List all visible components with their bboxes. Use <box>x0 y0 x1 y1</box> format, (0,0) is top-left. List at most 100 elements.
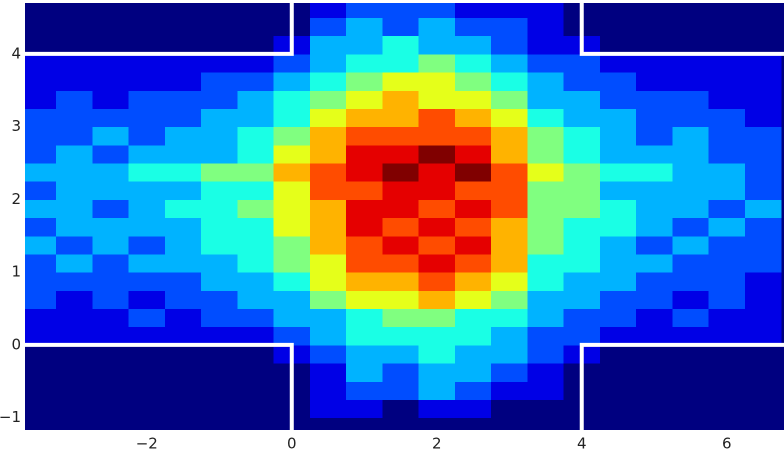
heatmap-cell <box>128 3 166 19</box>
heatmap-cell <box>744 417 782 430</box>
heatmap-cell <box>237 163 275 182</box>
heatmap-cell <box>672 144 710 164</box>
heatmap-cell <box>599 290 637 310</box>
heatmap-cell <box>309 344 347 364</box>
heatmap-cell <box>56 199 93 219</box>
heatmap-cell <box>636 163 673 182</box>
heatmap-cell <box>237 108 275 128</box>
heatmap-cell <box>744 326 782 346</box>
heatmap-cell <box>92 17 130 37</box>
heatmap-cell <box>418 126 456 146</box>
heatmap-cell <box>527 363 565 382</box>
heatmap-cell <box>309 290 347 310</box>
heatmap-cell <box>418 90 456 109</box>
heatmap-cell <box>418 253 456 273</box>
heatmap-cell <box>164 235 202 255</box>
heatmap-cell <box>56 126 93 146</box>
heatmap-cell <box>491 235 528 255</box>
heatmap-cell <box>563 72 601 91</box>
heatmap-cell <box>92 399 130 419</box>
heatmap-cell <box>201 253 238 273</box>
heatmap-cell <box>491 290 528 310</box>
heatmap-cell <box>92 126 130 146</box>
heatmap-cell <box>237 363 275 382</box>
heatmap-cell <box>672 253 710 273</box>
heatmap-cell <box>454 235 492 255</box>
heatmap-cell <box>128 163 166 182</box>
heatmap-cell <box>454 199 492 219</box>
heatmap-cell <box>382 217 420 237</box>
heatmap-cell <box>563 308 601 328</box>
heatmap-cell <box>527 144 565 164</box>
heatmap-cell <box>346 17 383 37</box>
heatmap-cell <box>25 163 57 182</box>
heatmap-cell <box>454 308 492 328</box>
heatmap-cell <box>56 163 93 182</box>
heatmap <box>25 3 782 430</box>
heatmap-cell <box>636 363 673 382</box>
heatmap-cell <box>128 235 166 255</box>
heatmap-cell <box>382 344 420 364</box>
heatmap-cell <box>346 253 383 273</box>
heatmap-cell <box>672 399 710 419</box>
heatmap-cell <box>636 417 673 430</box>
wall <box>579 342 784 430</box>
heatmap-cell <box>672 199 710 219</box>
heatmap-cell <box>382 144 420 164</box>
heatmap-cell <box>309 326 347 346</box>
heatmap-cell <box>491 199 528 219</box>
x-tick-label: 4 <box>577 435 587 453</box>
heatmap-cell <box>201 163 238 182</box>
heatmap-cell <box>201 272 238 291</box>
heatmap-cell <box>25 253 57 273</box>
heatmap-cell <box>128 308 166 328</box>
heatmap-cell <box>527 53 565 73</box>
heatmap-cell <box>491 163 528 182</box>
heatmap-cell <box>309 53 347 73</box>
heatmap-cell <box>382 108 420 128</box>
heatmap-cell <box>563 53 601 73</box>
y-tick-label: −1 <box>0 408 21 426</box>
heatmap-cell <box>563 290 601 310</box>
heatmap-cell <box>56 417 93 430</box>
heatmap-cell <box>599 126 637 146</box>
heatmap-cell <box>599 417 637 430</box>
heatmap-cell <box>491 217 528 237</box>
heatmap-cell <box>382 163 420 182</box>
heatmap-cell <box>56 3 93 19</box>
heatmap-cell <box>237 144 275 164</box>
heatmap-cell <box>164 35 202 55</box>
heatmap-cell <box>454 17 492 37</box>
heatmap-cell <box>309 3 347 19</box>
heatmap-cell <box>708 253 746 273</box>
heatmap-cell <box>273 290 311 310</box>
heatmap-cell <box>201 181 238 200</box>
heatmap-cell <box>237 417 275 430</box>
heatmap-cell <box>273 181 311 200</box>
heatmap-cell <box>636 253 673 273</box>
heatmap-cell <box>563 163 601 182</box>
heatmap-cell <box>454 181 492 200</box>
heatmap-cell <box>744 363 782 382</box>
heatmap-cell <box>201 126 238 146</box>
heatmap-cell <box>527 381 565 400</box>
heatmap-cell <box>25 90 57 109</box>
heatmap-cell <box>128 344 166 364</box>
wall <box>579 3 784 56</box>
heatmap-cell <box>599 90 637 109</box>
heatmap-cell <box>92 181 130 200</box>
heatmap-cell <box>382 381 420 400</box>
heatmap-cell <box>708 126 746 146</box>
heatmap-cell <box>92 199 130 219</box>
heatmap-cell <box>56 399 93 419</box>
heatmap-cell <box>382 90 420 109</box>
heatmap-cell <box>454 344 492 364</box>
heatmap-cell <box>672 35 710 55</box>
heatmap-cell <box>491 126 528 146</box>
heatmap-cell <box>25 344 57 364</box>
heatmap-cell <box>491 272 528 291</box>
heatmap-cell <box>92 344 130 364</box>
heatmap-cell <box>599 399 637 419</box>
heatmap-cell <box>164 417 202 430</box>
